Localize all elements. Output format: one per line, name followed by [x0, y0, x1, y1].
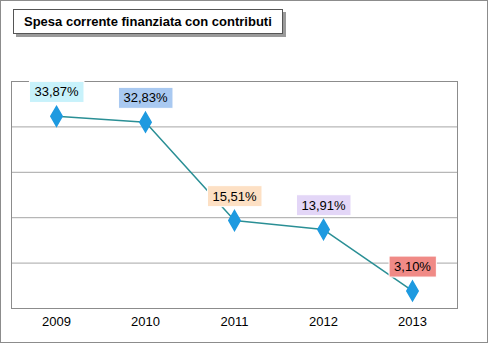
svg-text:33,87%: 33,87%	[34, 84, 79, 99]
svg-text:2009: 2009	[42, 314, 71, 329]
svg-text:2013: 2013	[398, 314, 427, 329]
html-text:Spesa corrente finanziata con: Spesa corrente finanziata con contributi	[24, 14, 272, 29]
svg-text:32,83%: 32,83%	[123, 90, 168, 105]
svg-text:2012: 2012	[309, 314, 338, 329]
svg-text:3,10%: 3,10%	[394, 259, 431, 274]
svg-text:15,51%: 15,51%	[212, 189, 257, 204]
svg-text:13,91%: 13,91%	[301, 198, 346, 213]
svg-text:2010: 2010	[131, 314, 160, 329]
svg-text:2011: 2011	[221, 314, 249, 329]
